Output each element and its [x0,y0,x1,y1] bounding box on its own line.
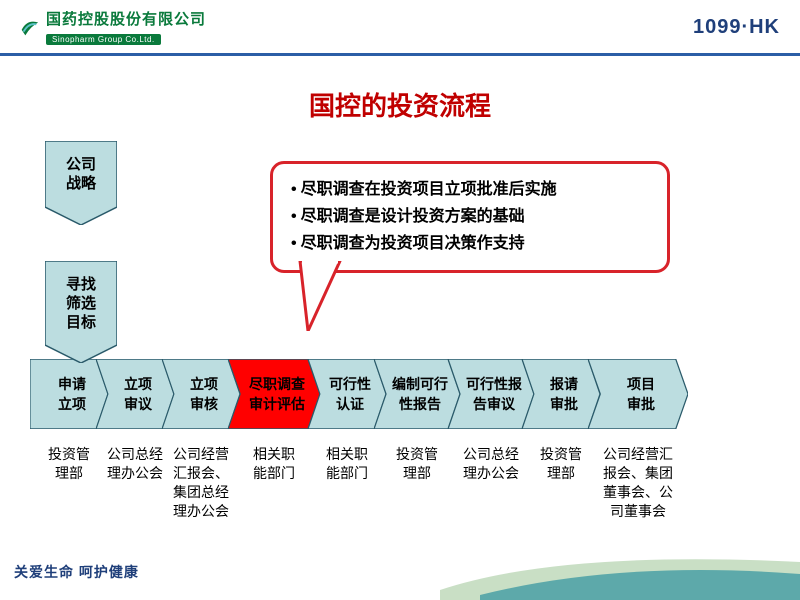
logo: 国药控股股份有限公司 Sinopharm Group Co.Ltd. [18,8,206,47]
callout-box: 尽职调查在投资项目立项批准后实施尽职调查是设计投资方案的基础尽职调查为投资项目决… [270,161,670,273]
footer-slogan: 关爱生命 呵护健康 [14,562,139,582]
process-owner-3: 相关职 能部门 [228,445,320,521]
callout-line: 尽职调查是设计投资方案的基础 [291,203,649,230]
callout-line: 尽职调查在投资项目立项批准后实施 [291,176,649,203]
footer-decoration [440,540,800,600]
company-name-cn: 国药控股股份有限公司 [46,8,206,29]
vertical-step-1: 寻找 筛选 目标 [45,261,117,367]
stock-ticker: 1099·HK [693,16,780,39]
page-title: 国控的投资流程 [0,86,800,123]
vertical-step-0: 公司 战略 [45,141,117,229]
process-row: 申请 立项 立项 审议 立项 审核 尽职调查 审计评估 可行性 认证 编制可行 … [30,359,790,429]
process-step-8: 项目 审批 [588,359,688,429]
callout-tail [290,261,350,331]
callout-line: 尽职调查为投资项目决策作支持 [291,230,649,257]
process-owner-8: 公司经营汇 报会、集团 董事会、公 司董事会 [588,445,688,521]
company-name-en: Sinopharm Group Co.Ltd. [46,34,161,45]
owners-row: 投资管 理部公司总经 理办公会公司经营 汇报会、 集团总经 理办公会相关职 能部… [30,445,790,521]
header: 国药控股股份有限公司 Sinopharm Group Co.Ltd. 1099·… [0,0,800,56]
leaf-icon [18,17,40,39]
process-step-3: 尽职调查 审计评估 [228,359,320,429]
